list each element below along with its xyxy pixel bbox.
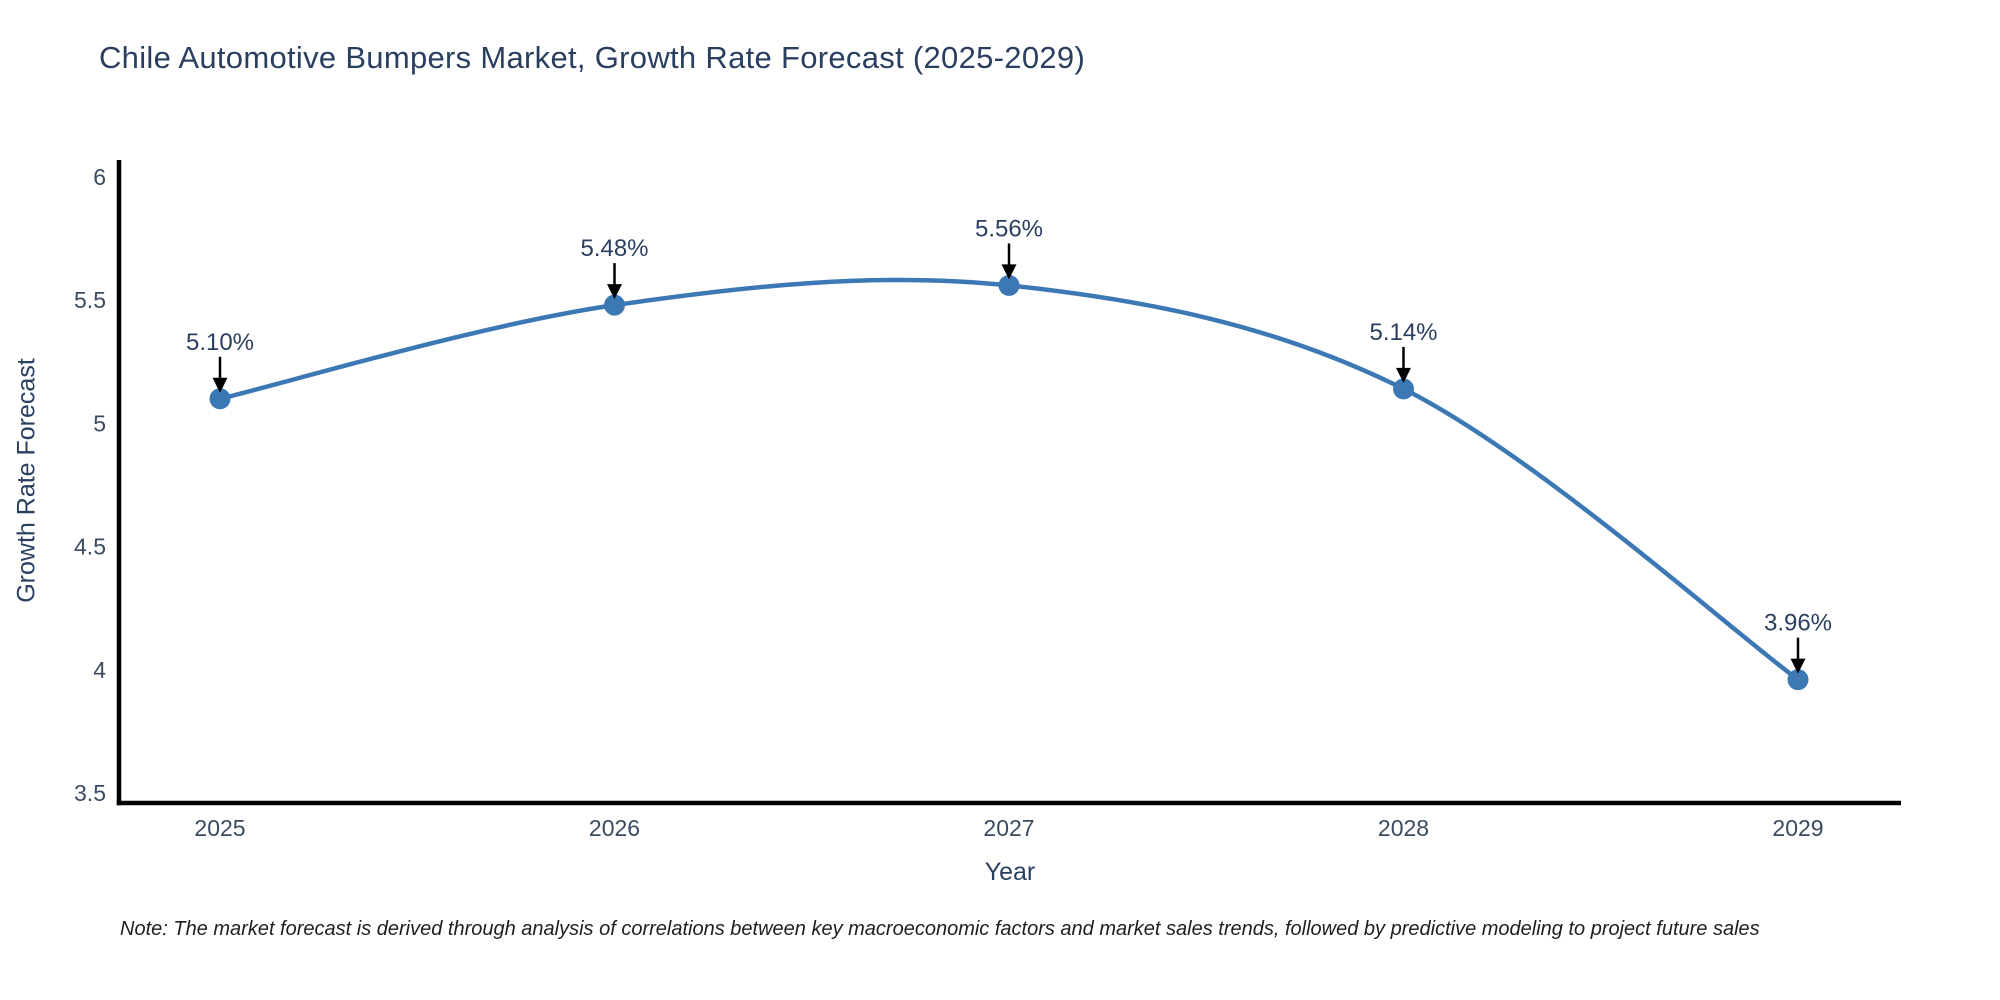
- data-point-label: 5.48%: [580, 235, 648, 262]
- forecast-line: [217, 277, 1801, 682]
- annotation-arrowhead-icon: [1001, 264, 1017, 280]
- x-tick-label: 2027: [983, 815, 1034, 841]
- data-point[interactable]: [604, 294, 625, 316]
- x-tick-label: 2029: [1772, 815, 1823, 841]
- data-point-label: 3.96%: [1764, 610, 1832, 637]
- y-tick-label: 4: [93, 657, 106, 683]
- y-tick-label: 4.5: [74, 534, 106, 560]
- x-tick-label: 2025: [194, 815, 245, 841]
- y-tick-label: 5.5: [74, 287, 106, 313]
- data-point[interactable]: [209, 388, 231, 410]
- data-point-label: 5.10%: [186, 329, 254, 356]
- y-tick-label: 6: [93, 164, 106, 190]
- data-point[interactable]: [1393, 378, 1414, 400]
- x-axis-title: Year: [984, 858, 1036, 886]
- annotation-arrowhead-icon: [212, 377, 228, 393]
- x-tick-label: 2028: [1378, 815, 1429, 841]
- y-tick-label: 3.5: [74, 780, 106, 806]
- x-tick-label: 2026: [589, 815, 640, 841]
- chart-title: Chile Automotive Bumpers Market, Growth …: [99, 40, 1086, 75]
- annotation-arrowhead-icon: [1790, 658, 1806, 674]
- annotation-arrowhead-icon: [1396, 367, 1411, 383]
- footnote: Note: The market forecast is derived thr…: [120, 918, 1760, 940]
- annotation-arrowhead-icon: [607, 284, 622, 300]
- data-point-label: 5.56%: [975, 215, 1043, 242]
- data-point[interactable]: [1787, 669, 1809, 691]
- y-tick-label: 5: [93, 410, 106, 436]
- data-point[interactable]: [998, 274, 1020, 296]
- data-point-label: 5.14%: [1369, 319, 1437, 346]
